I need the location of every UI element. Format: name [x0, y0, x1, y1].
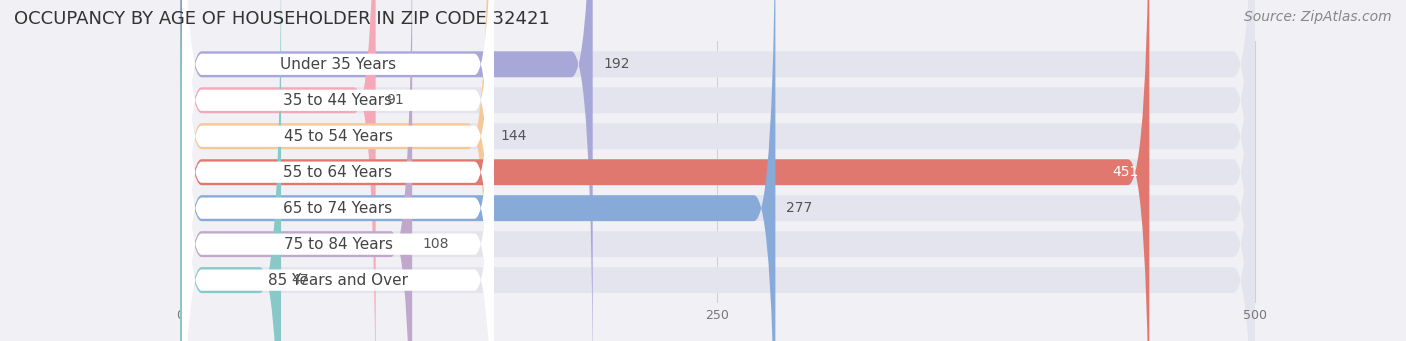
Text: 91: 91	[387, 93, 404, 107]
FancyBboxPatch shape	[180, 0, 412, 341]
FancyBboxPatch shape	[183, 0, 494, 341]
Text: 75 to 84 Years: 75 to 84 Years	[284, 237, 392, 252]
Text: 65 to 74 Years: 65 to 74 Years	[284, 201, 392, 216]
FancyBboxPatch shape	[180, 0, 1149, 341]
FancyBboxPatch shape	[183, 0, 494, 341]
FancyBboxPatch shape	[180, 0, 375, 341]
Text: 85 Years and Over: 85 Years and Over	[269, 272, 408, 287]
Text: 35 to 44 Years: 35 to 44 Years	[284, 93, 392, 108]
FancyBboxPatch shape	[180, 0, 1254, 341]
Text: 277: 277	[786, 201, 813, 215]
Text: 451: 451	[1112, 165, 1139, 179]
FancyBboxPatch shape	[180, 0, 1254, 341]
Text: Source: ZipAtlas.com: Source: ZipAtlas.com	[1244, 10, 1392, 24]
Text: Under 35 Years: Under 35 Years	[280, 57, 396, 72]
Text: 192: 192	[603, 57, 630, 71]
FancyBboxPatch shape	[180, 0, 1254, 341]
FancyBboxPatch shape	[180, 0, 1254, 341]
FancyBboxPatch shape	[183, 0, 494, 341]
Text: 108: 108	[423, 237, 450, 251]
FancyBboxPatch shape	[183, 0, 494, 341]
Text: 47: 47	[292, 273, 309, 287]
FancyBboxPatch shape	[180, 0, 1254, 341]
FancyBboxPatch shape	[180, 0, 1254, 341]
Text: OCCUPANCY BY AGE OF HOUSEHOLDER IN ZIP CODE 32421: OCCUPANCY BY AGE OF HOUSEHOLDER IN ZIP C…	[14, 10, 550, 28]
FancyBboxPatch shape	[180, 0, 593, 341]
FancyBboxPatch shape	[180, 0, 775, 341]
Text: 55 to 64 Years: 55 to 64 Years	[284, 165, 392, 180]
Text: 45 to 54 Years: 45 to 54 Years	[284, 129, 392, 144]
FancyBboxPatch shape	[180, 0, 1254, 341]
FancyBboxPatch shape	[183, 0, 494, 341]
FancyBboxPatch shape	[183, 0, 494, 341]
Text: 144: 144	[501, 129, 527, 143]
FancyBboxPatch shape	[183, 0, 494, 341]
FancyBboxPatch shape	[180, 0, 489, 341]
FancyBboxPatch shape	[180, 0, 281, 341]
